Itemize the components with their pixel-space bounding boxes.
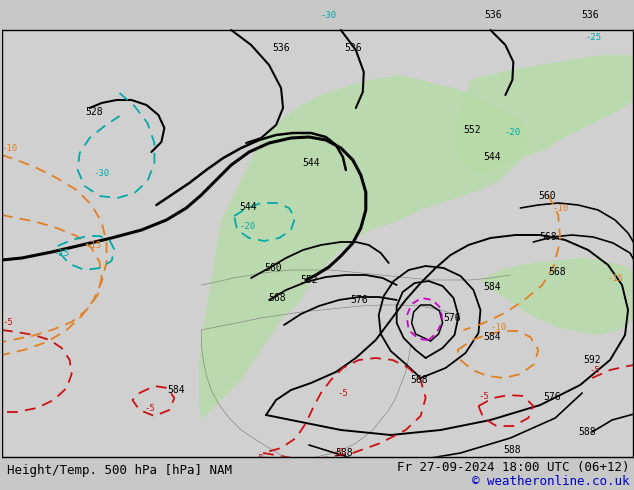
Text: 560: 560	[538, 191, 556, 201]
Text: 576: 576	[444, 313, 462, 323]
Bar	[2, 30, 634, 457]
Text: 568: 568	[540, 232, 557, 242]
Text: 560: 560	[264, 263, 282, 273]
Text: 536: 536	[581, 10, 599, 20]
Text: -5: -5	[337, 389, 348, 397]
Polygon shape	[199, 75, 530, 420]
Text: 568: 568	[410, 375, 427, 385]
Text: 536: 536	[484, 10, 502, 20]
Text: 528: 528	[86, 107, 103, 117]
Text: -30: -30	[321, 10, 337, 20]
Polygon shape	[455, 55, 634, 175]
Text: -5: -5	[590, 366, 600, 374]
Text: -10: -10	[552, 203, 568, 213]
Text: 544: 544	[239, 202, 257, 212]
Text: 552: 552	[463, 125, 481, 135]
Text: -5: -5	[144, 403, 155, 413]
Text: -5: -5	[478, 392, 489, 400]
Text: 588: 588	[503, 445, 521, 455]
Text: 536: 536	[272, 43, 290, 53]
Text: 584: 584	[167, 385, 185, 395]
Bar	[2, 457, 634, 490]
Text: -5: -5	[333, 447, 344, 457]
Polygon shape	[481, 258, 634, 335]
Text: -5: -5	[3, 318, 13, 326]
Text: 576: 576	[543, 392, 561, 402]
Text: -10: -10	[490, 322, 507, 332]
Text: -25: -25	[54, 248, 70, 258]
Text: -10: -10	[2, 144, 18, 152]
Text: -20: -20	[504, 127, 521, 137]
Text: 584: 584	[484, 332, 501, 342]
Text: -5: -5	[254, 454, 264, 463]
Text: 536: 536	[344, 43, 361, 53]
Text: 544: 544	[302, 158, 320, 168]
Text: 584: 584	[484, 282, 501, 292]
Text: 588: 588	[335, 448, 353, 458]
Text: 568: 568	[548, 267, 566, 277]
Text: -30: -30	[93, 169, 110, 177]
Text: -25: -25	[585, 32, 601, 42]
Text: 588: 588	[578, 427, 596, 437]
Text: Height/Temp. 500 hPa [hPa] NAM: Height/Temp. 500 hPa [hPa] NAM	[7, 464, 232, 476]
Text: © weatheronline.co.uk: © weatheronline.co.uk	[472, 474, 629, 488]
Text: -20: -20	[239, 221, 256, 230]
Text: Fr 27-09-2024 18:00 UTC (06+12): Fr 27-09-2024 18:00 UTC (06+12)	[396, 461, 629, 473]
Text: 568: 568	[268, 293, 286, 303]
Text: -15: -15	[607, 273, 623, 283]
Text: 544: 544	[484, 152, 501, 162]
Text: 592: 592	[583, 355, 601, 365]
Text: 576: 576	[350, 295, 368, 305]
Text: -15: -15	[86, 241, 101, 249]
Text: 552: 552	[300, 275, 318, 285]
